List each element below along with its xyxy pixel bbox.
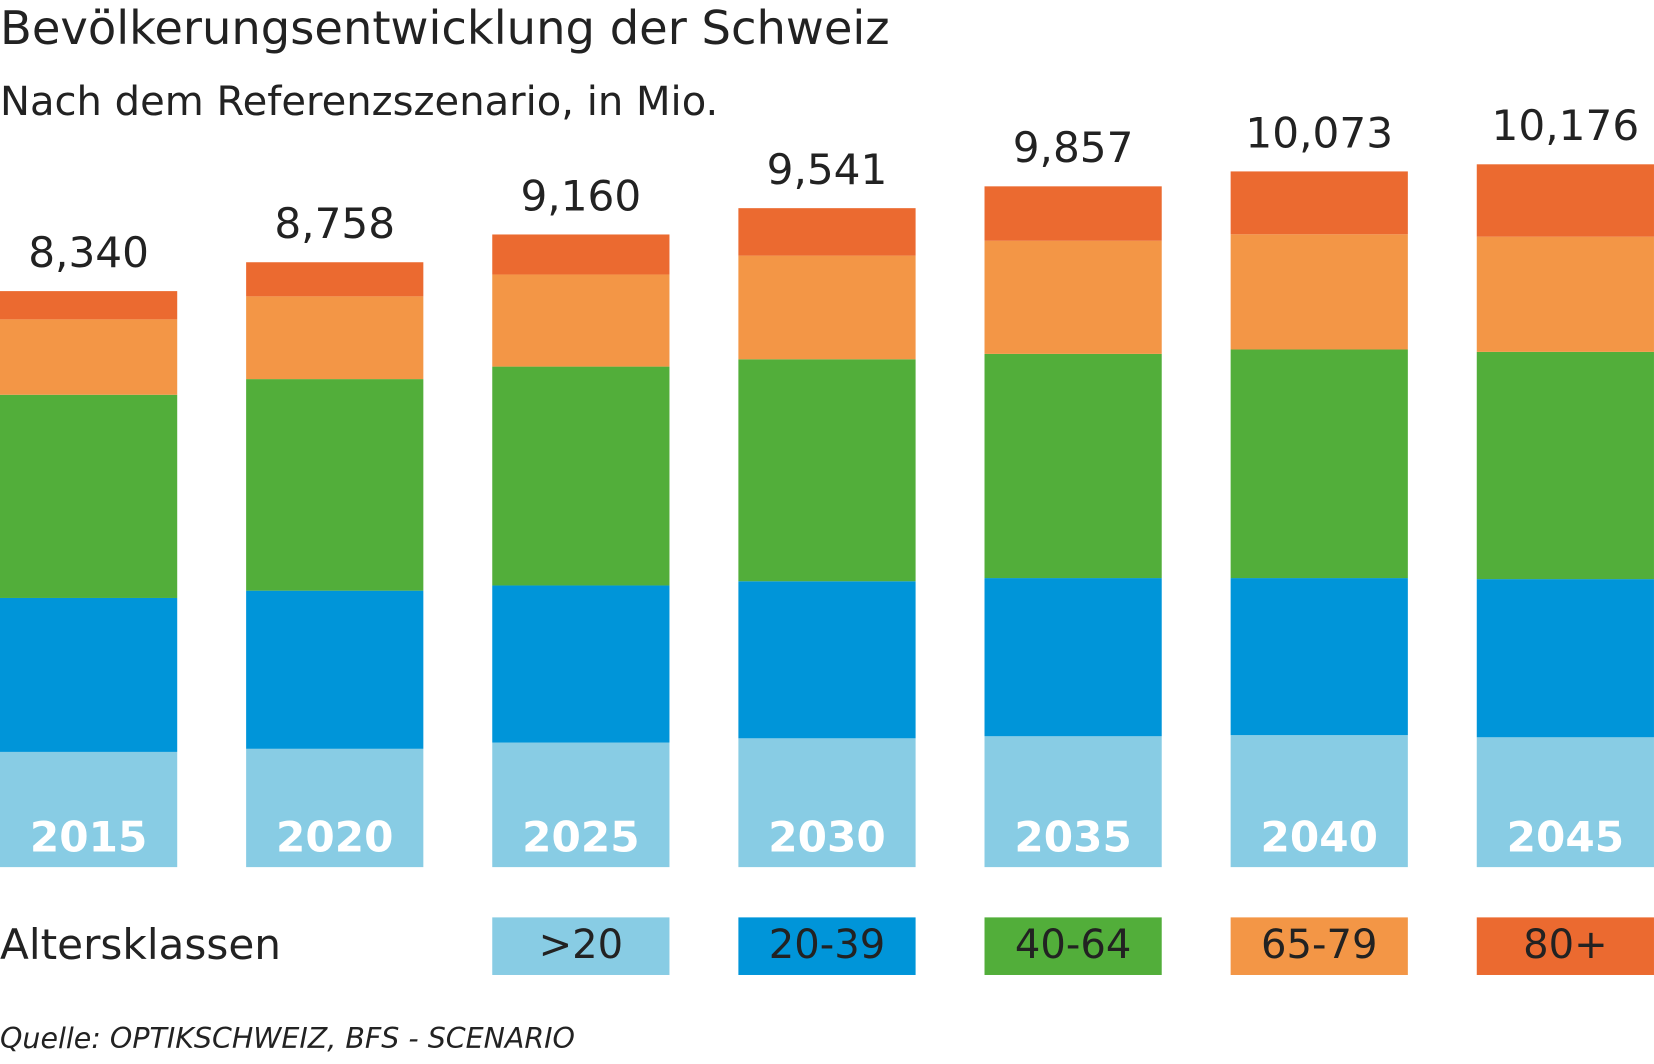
bar-segment [492, 366, 670, 586]
bar-segment [1476, 579, 1654, 738]
bar-segment [738, 359, 916, 582]
legend-label: 80+ [1523, 922, 1608, 968]
bar-segment [1230, 171, 1408, 235]
bar-segment [492, 234, 670, 275]
bar-segment [1476, 236, 1654, 352]
chart-title: Bevölkerungsentwicklung der Schweiz [0, 1, 890, 55]
total-label: 9,160 [520, 171, 641, 220]
legend-swatch [492, 917, 670, 975]
legend-label: >20 [539, 922, 624, 968]
total-label: 10,176 [1492, 101, 1640, 150]
bar-segment [246, 262, 424, 297]
bar-segment [246, 590, 424, 749]
total-label: 8,340 [28, 228, 149, 277]
bar-segment [246, 379, 424, 591]
total-label: 10,073 [1245, 108, 1393, 157]
bar-segment [738, 581, 916, 739]
bar-segment [0, 291, 178, 320]
legend-title: Altersklassen [0, 920, 281, 969]
bar-segment [0, 319, 178, 395]
bar-segment [1230, 578, 1408, 736]
bar-segment [1230, 349, 1408, 579]
x-tick-label: 2025 [522, 812, 639, 861]
bar-segment [1230, 735, 1408, 868]
bar-segment [1476, 164, 1654, 237]
bar-segment [1476, 351, 1654, 580]
bar-segment [984, 578, 1162, 737]
legend-label: 20-39 [769, 922, 885, 968]
legend-swatch [984, 917, 1162, 975]
chart-subtitle: Nach dem Referenzszenario, in Mio. [0, 79, 718, 125]
bar-segment [984, 186, 1162, 241]
bar-segment [984, 240, 1162, 354]
total-label: 9,541 [767, 145, 888, 194]
source: Quelle: OPTIKSCHWEIZ, BFS - SCENARIO [0, 1022, 575, 1055]
bar-segment [492, 274, 670, 367]
bar-segment [0, 394, 178, 598]
bar-segment [492, 742, 670, 868]
x-tick-label: 2015 [30, 812, 147, 861]
bar-segment [984, 353, 1162, 579]
legend-swatch [738, 917, 916, 975]
total-label: 9,857 [1013, 123, 1134, 172]
total-label: 8,758 [274, 199, 395, 248]
bar-segment [738, 738, 916, 868]
bar-segment [246, 296, 424, 380]
bar-segment [984, 736, 1162, 868]
x-tick-label: 2045 [1507, 812, 1624, 861]
legend-swatch [1476, 917, 1654, 975]
x-tick-label: 2030 [768, 812, 885, 861]
bar-segment [1476, 737, 1654, 868]
legend-swatch [1230, 917, 1408, 975]
bar-segment [492, 585, 670, 743]
bar-segment [0, 597, 178, 752]
bar-segment [738, 255, 916, 360]
x-tick-label: 2035 [1014, 812, 1131, 861]
legend-label: 65-79 [1261, 922, 1377, 968]
x-tick-label: 2020 [276, 812, 393, 861]
bar-segment [738, 208, 916, 256]
bar-segment [1230, 234, 1408, 350]
x-tick-label: 2040 [1261, 812, 1378, 861]
legend-label: 40-64 [1015, 922, 1131, 968]
bar-segment [0, 751, 178, 868]
bar-segment [246, 748, 424, 868]
